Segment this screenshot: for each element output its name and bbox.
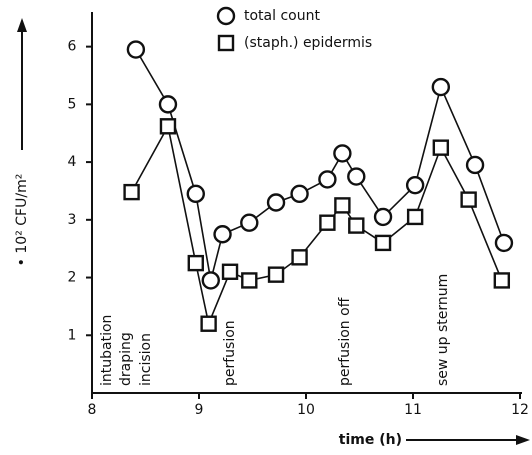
y-tick-label: 2 — [68, 270, 77, 286]
series-line — [135, 49, 505, 281]
annotation: intubation — [99, 315, 115, 386]
data-point — [431, 77, 451, 97]
data-point — [126, 40, 146, 59]
data-point — [221, 263, 239, 280]
data-point — [187, 254, 204, 272]
x-tick-label: 11 — [404, 402, 422, 418]
data-point — [406, 208, 424, 226]
y-arrow-head — [17, 18, 27, 32]
y-tick-label: 6 — [68, 39, 77, 55]
data-point — [465, 155, 485, 175]
annotation: perfusion — [222, 320, 238, 386]
data-point — [405, 175, 425, 195]
data-point — [493, 272, 511, 289]
x-tick-label: 9 — [195, 402, 204, 418]
data-point — [334, 197, 351, 214]
x-tick-label: 12 — [511, 402, 529, 418]
data-point — [348, 217, 365, 234]
data-point — [158, 95, 178, 114]
x-arrow-head — [516, 435, 530, 445]
data-point — [319, 214, 336, 231]
x-axis-label: time (h) — [339, 432, 402, 448]
x-tick-label: 10 — [297, 402, 315, 418]
data-point — [123, 183, 140, 201]
legend-label: (staph.) epidermis — [244, 35, 372, 51]
annotation: incision — [138, 333, 154, 386]
data-point — [266, 193, 286, 212]
y-tick-label: 4 — [68, 154, 77, 170]
y-tick-label: 5 — [68, 96, 77, 112]
data-point — [374, 234, 392, 252]
annotation: sew up sternum — [435, 274, 451, 386]
y-axis-label: • 10² CFU/m² — [14, 174, 30, 267]
series-line — [130, 124, 503, 327]
legend-label: total count — [244, 8, 320, 24]
data-point — [291, 249, 308, 266]
annotation: perfusion off — [337, 297, 353, 386]
data-point — [267, 266, 285, 283]
data-point — [432, 139, 450, 156]
data-point — [240, 213, 259, 232]
data-point — [213, 225, 232, 244]
y-tick-label: 1 — [68, 327, 77, 343]
legend-marker — [217, 34, 235, 52]
data-point — [201, 271, 220, 290]
data-point — [200, 315, 217, 332]
data-point — [373, 207, 393, 227]
data-point — [241, 272, 258, 289]
data-point — [159, 118, 177, 135]
data-point — [460, 191, 477, 208]
data-point — [333, 144, 352, 163]
data-point — [186, 184, 205, 204]
y-tick-label: 3 — [68, 212, 77, 228]
legend-marker — [216, 6, 236, 26]
data-point — [318, 170, 337, 189]
data-point — [347, 167, 366, 186]
x-tick-label: 8 — [88, 402, 97, 418]
annotation: draping — [118, 332, 134, 386]
data-point — [494, 233, 514, 253]
data-point — [290, 184, 309, 204]
